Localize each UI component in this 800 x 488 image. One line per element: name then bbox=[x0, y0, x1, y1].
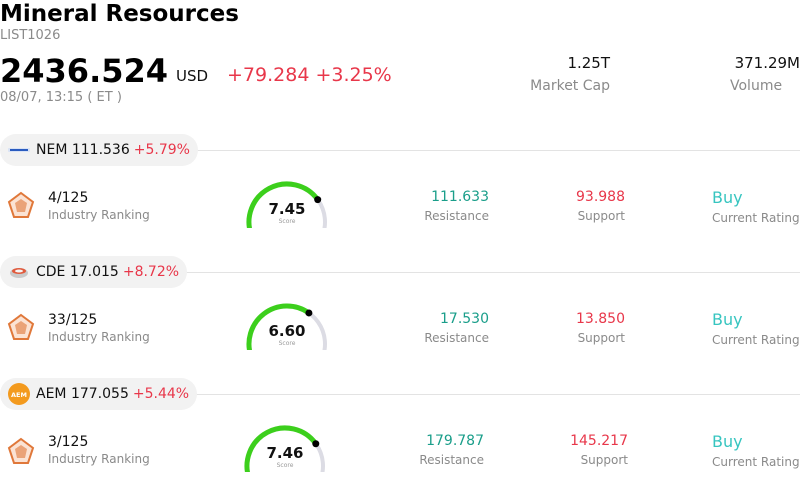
ranking-radar-icon bbox=[7, 191, 35, 218]
stock-symbol-price: NEM 111.536 bbox=[36, 142, 130, 158]
score-gauge bbox=[246, 181, 327, 228]
industry-rank-value: 3/125 bbox=[48, 434, 89, 450]
volume-value: 371.29M bbox=[734, 54, 800, 72]
coeur-logo-icon bbox=[8, 261, 30, 283]
resistance-label: Resistance bbox=[424, 209, 489, 223]
support-label: Support bbox=[580, 453, 628, 467]
section-divider bbox=[0, 150, 800, 151]
timestamp: 08/07, 13:15 ( ET ) bbox=[0, 90, 122, 105]
support-value: 93.988 bbox=[576, 189, 625, 205]
score-value: 6.60 bbox=[268, 322, 306, 340]
section-divider bbox=[0, 272, 800, 273]
industry-rank-label: Industry Ranking bbox=[48, 208, 150, 222]
score-label: Score bbox=[278, 340, 296, 347]
resistance-value: 17.530 bbox=[440, 311, 489, 327]
ranking-radar-icon bbox=[7, 437, 35, 464]
resistance-value: 111.633 bbox=[431, 189, 489, 205]
stock-change-pct: +8.72% bbox=[122, 264, 180, 280]
gauge-fill bbox=[244, 425, 319, 472]
stock-symbol-price: CDE 17.015 bbox=[36, 264, 119, 280]
page-title: Mineral Resources bbox=[0, 1, 239, 27]
stock-change-pct: +5.44% bbox=[132, 386, 190, 402]
score-gauge bbox=[244, 425, 325, 472]
price-change: +79.284 +3.25% bbox=[227, 64, 392, 86]
score-gauge bbox=[246, 303, 327, 350]
industry-rank-value: 33/125 bbox=[48, 312, 98, 328]
gauge-marker bbox=[305, 309, 313, 317]
stock-pill-nem[interactable]: NEM 111.536 +5.79% bbox=[0, 134, 198, 166]
index-price: 2436.524 bbox=[0, 52, 169, 90]
score-value: 7.46 bbox=[266, 444, 304, 462]
score-label: Score bbox=[278, 218, 296, 225]
support-value: 145.217 bbox=[570, 433, 628, 449]
gauge-fill bbox=[246, 181, 321, 228]
industry-rank-label: Industry Ranking bbox=[48, 330, 150, 344]
newmont-logo-icon bbox=[8, 139, 30, 161]
gauge-marker bbox=[312, 440, 320, 448]
stock-symbol-price: AEM 177.055 bbox=[36, 386, 129, 402]
market-cap-label: Market Cap bbox=[530, 78, 610, 94]
support-label: Support bbox=[577, 209, 625, 223]
rating-label: Current Rating bbox=[712, 333, 800, 347]
logo-text: AEM bbox=[11, 391, 27, 399]
rating-label: Current Rating bbox=[712, 455, 800, 469]
agnico-eagle-logo-icon: AEM bbox=[8, 383, 30, 405]
currency-label: USD bbox=[176, 67, 209, 85]
support-value: 13.850 bbox=[576, 311, 625, 327]
rating-buy-link[interactable]: Buy bbox=[712, 310, 743, 329]
industry-rank-value: 4/125 bbox=[48, 190, 89, 206]
score-value: 7.45 bbox=[268, 200, 306, 218]
support-label: Support bbox=[577, 331, 625, 345]
gauge-fill bbox=[246, 303, 312, 350]
stock-change-pct: +5.79% bbox=[133, 142, 190, 158]
resistance-label: Resistance bbox=[419, 453, 484, 467]
stock-pill-cde[interactable]: CDE 17.015 +8.72% bbox=[0, 256, 188, 288]
volume-label: Volume bbox=[730, 78, 783, 94]
section-divider bbox=[0, 394, 800, 395]
industry-rank-label: Industry Ranking bbox=[48, 452, 150, 466]
rating-buy-link[interactable]: Buy bbox=[712, 432, 743, 451]
rating-label: Current Rating bbox=[712, 211, 800, 225]
ticker-code: LIST1026 bbox=[0, 28, 61, 43]
market-cap-value: 1.25T bbox=[567, 54, 610, 72]
resistance-value: 179.787 bbox=[426, 433, 484, 449]
score-label: Score bbox=[276, 462, 294, 469]
resistance-label: Resistance bbox=[424, 331, 489, 345]
rating-buy-link[interactable]: Buy bbox=[712, 188, 743, 207]
gauge-marker bbox=[314, 196, 322, 204]
ranking-radar-icon bbox=[7, 313, 35, 340]
stock-pill-aem[interactable]: AEM AEM 177.055 +5.44% bbox=[0, 378, 198, 410]
